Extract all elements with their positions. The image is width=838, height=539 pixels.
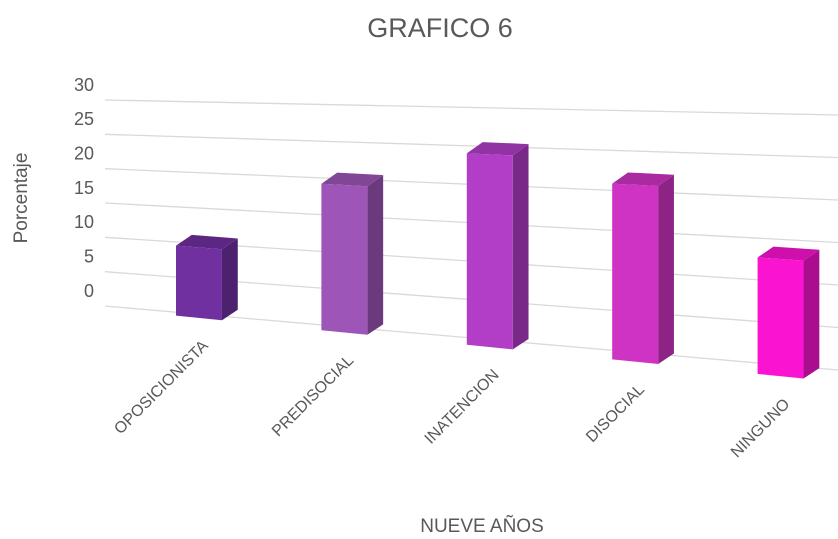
x-tick-label: OPOSICIONISTA bbox=[111, 337, 212, 438]
bar bbox=[612, 183, 659, 364]
bar-side bbox=[367, 175, 384, 335]
bar bbox=[466, 153, 513, 350]
bar-top bbox=[321, 172, 384, 187]
x-tick-label: INATENCION bbox=[422, 367, 503, 448]
y-tick-label: 30 bbox=[74, 75, 94, 95]
y-tick-label: 5 bbox=[84, 246, 94, 266]
y-tick-label: 25 bbox=[74, 109, 94, 129]
bar bbox=[757, 257, 804, 379]
y-tick-label: 20 bbox=[74, 143, 94, 163]
bar-top bbox=[176, 234, 238, 250]
x-tick-label: DISOCIAL bbox=[583, 381, 648, 446]
y-tick-label: 0 bbox=[84, 281, 94, 301]
bar-side bbox=[221, 238, 238, 321]
bar-side bbox=[512, 144, 529, 350]
y-axis-label: Porcentaje bbox=[11, 153, 32, 244]
x-tick-label: PREDISOCIAL bbox=[269, 352, 357, 440]
grid-line bbox=[104, 133, 838, 159]
y-tick-label: 10 bbox=[74, 212, 94, 232]
x-axis-label: NUEVE AÑOS bbox=[420, 515, 544, 537]
bar-top bbox=[757, 246, 820, 261]
y-tick-label: 15 bbox=[74, 178, 94, 198]
x-tick-label: NINGUNO bbox=[728, 396, 793, 461]
bar-top bbox=[466, 142, 529, 156]
grid-line bbox=[104, 99, 838, 116]
chart-title: GRAFICO 6 bbox=[367, 13, 513, 43]
bar bbox=[321, 183, 368, 335]
bar-side bbox=[803, 249, 820, 379]
bar bbox=[176, 245, 222, 321]
bar-side bbox=[658, 174, 674, 364]
bar-top bbox=[612, 172, 674, 186]
